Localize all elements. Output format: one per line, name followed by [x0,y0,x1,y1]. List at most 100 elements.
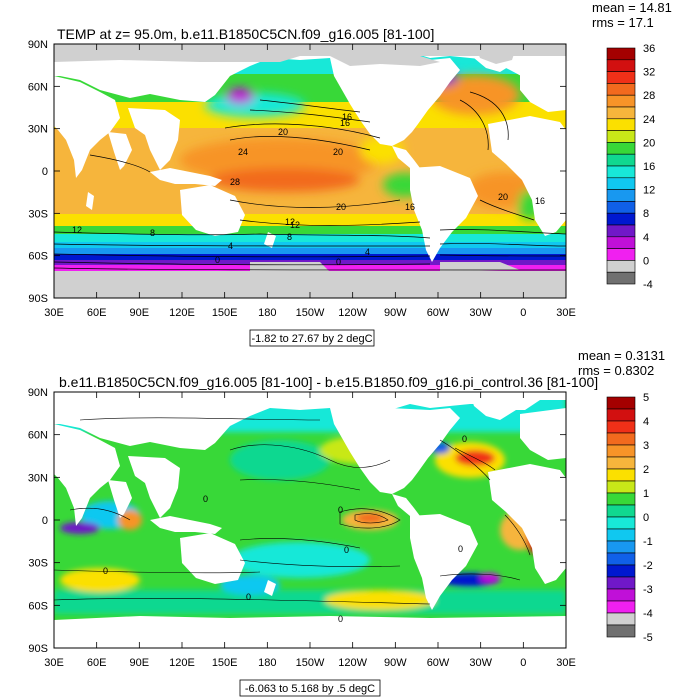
land-new-zealand [264,232,276,248]
colorbar-label: 36 [643,43,655,55]
x-tick-label: 180 [258,307,276,319]
colorbar-swatch [606,177,636,190]
colorbar-swatch [606,83,636,96]
contour-label: 12 [285,217,295,227]
contour-line [54,231,431,239]
contour-line [439,254,566,257]
panel-difference: b.e11.B1850C5CN.f09_g16.005 [81-100] - b… [28,348,665,697]
colorbar-swatch [606,165,636,179]
colorbar-swatch [606,552,636,566]
contour-label: 8 [287,232,292,242]
land-maritime-continent [150,516,222,534]
colorbar-swatch [606,47,636,61]
colorbar-label: 3 [643,440,649,452]
land-indochina [128,108,180,170]
x-tick-label: 120W [338,657,367,669]
land-north-america [330,58,460,146]
colorbar-label: 5 [643,392,649,404]
ice-ross [250,262,330,272]
x-tick-label: 150E [212,307,238,319]
x-tick-label: 60W [427,657,450,669]
colorbar-swatch [606,106,636,120]
colorbar-swatch [606,576,636,590]
contour-label: 0 [215,255,220,265]
colorbar-swatch [606,528,636,542]
colorbar-swatch [606,468,636,482]
colorbar: 5 4 3 2 1 0 -1 -2 -3 -4 -5 [606,392,653,644]
contour-line [259,99,361,113]
contour-line [439,229,566,235]
colorbar-swatch [606,420,636,434]
y-tick-label: 60S [28,600,48,612]
colorbar-label: -3 [643,584,653,596]
contour-line [354,513,389,524]
colorbar-swatch [606,71,636,84]
colorbar-swatch [606,94,636,108]
range-label: -1.82 to 27.67 by 2 degC [251,333,372,345]
contour-line [339,508,401,529]
colorbar-swatch [606,396,636,410]
contour-label: 16 [535,196,545,206]
contour-line [454,447,496,471]
contour-line [54,253,431,258]
y-tick-label: 0 [42,166,48,178]
colorbar-label: -5 [643,632,653,644]
contour-line [239,538,361,549]
rms-stat: rms = 17.1 [592,15,654,30]
y-tick-label: 60N [28,81,48,93]
land-europe [520,60,566,112]
land-europe [520,408,566,460]
colorbar-swatch [606,480,636,494]
contour-line [479,199,535,221]
colorbar-swatch [606,130,636,143]
colorbar-label: 16 [643,161,655,173]
contour-line [504,514,531,556]
contour-label: 8 [150,228,155,238]
colorbar-swatch [606,504,636,518]
colorbar-swatch [606,408,636,422]
colorbar-label: 32 [643,67,655,79]
colorbar-swatch [606,236,636,249]
colorbar-label: 20 [643,137,655,149]
colorbar-swatch [606,540,636,554]
colorbar-swatch [606,142,636,155]
contour-line [239,479,361,491]
contour-label: 0 [338,505,343,515]
x-axis: 30E 60E 90E 120E 150E 180 150W 120W 90W 60W 30W 0 30… [44,392,576,669]
contour-label: 4 [365,247,370,257]
contour-line [229,199,401,208]
colorbar-label: 1 [643,488,649,500]
contour-labels: 0 0 0 0 0 0 0 0 [103,434,467,624]
contour-line [54,243,431,247]
range-box: -6.063 to 5.168 by .5 degC [239,679,381,697]
contour-line [54,598,431,605]
y-tick-label: 60S [28,251,48,263]
y-tick-label: 90S [28,293,48,305]
range-label: -6.063 to 5.168 by .5 degC [245,683,375,695]
anomaly-south-atlantic-magenta [480,573,500,583]
land-asia-south [54,76,120,178]
colorbar-label: 12 [643,185,655,197]
colorbar-swatch [606,588,636,602]
colorbar-label: 0 [643,255,649,267]
colorbar-swatch [606,612,636,626]
colorbar-label: 4 [643,416,649,428]
contour-line [229,444,391,468]
land-masses [54,392,566,648]
colorbar-swatch [606,212,636,226]
colorbar-swatch [606,271,636,285]
land-madagascar [86,192,94,210]
anomaly-eq-pacific-core [356,513,384,523]
x-tick-label: 90E [130,307,150,319]
contour-labels: 20 24 16 20 28 20 16 12 12 8 4 0 8 4 0 1… [72,112,545,267]
land-antarctica [54,616,566,648]
band-south-midlat-4 [54,248,566,254]
contour-line [469,91,509,141]
land-asia-south [54,424,120,526]
x-tick-label: 90W [384,307,407,319]
y-tick-label: 90N [28,387,48,399]
colorbar-swatch [606,516,636,530]
y-axis: 90N 60N 30N 0 30S 60S 90S [28,387,566,655]
x-tick-label: 0 [520,657,526,669]
band-south-midlat-2 [54,234,566,242]
